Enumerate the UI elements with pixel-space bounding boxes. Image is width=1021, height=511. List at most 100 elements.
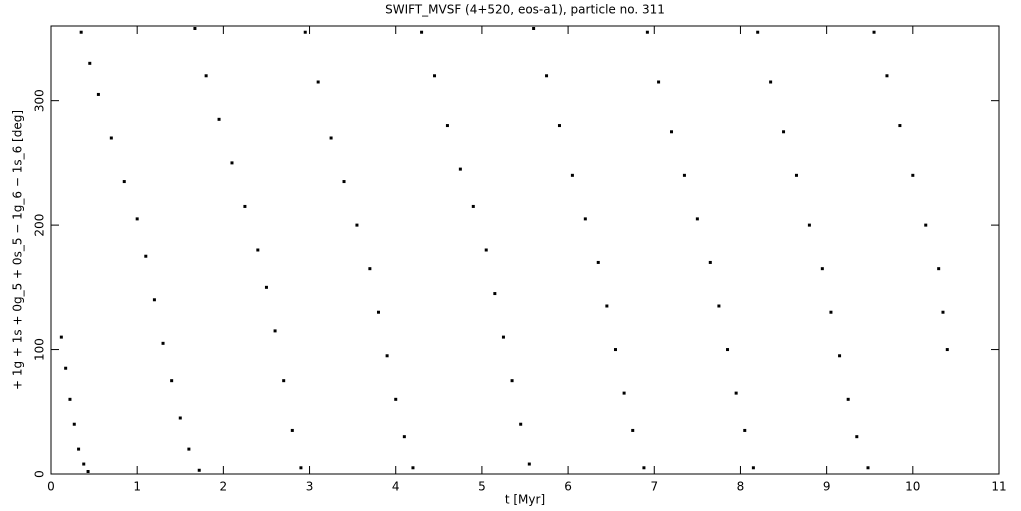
- point: [204, 74, 208, 78]
- point: [872, 30, 876, 34]
- y-tick-label: 0: [33, 470, 47, 478]
- point: [605, 304, 609, 308]
- point: [471, 204, 475, 208]
- point: [734, 391, 738, 395]
- point: [64, 366, 68, 370]
- point: [527, 462, 531, 466]
- point: [769, 80, 773, 84]
- point: [72, 422, 76, 426]
- plot-frame: [50, 25, 1000, 475]
- point: [829, 310, 833, 314]
- point: [170, 379, 174, 383]
- point: [59, 335, 63, 339]
- point: [670, 130, 674, 134]
- point: [898, 124, 902, 128]
- point: [557, 124, 561, 128]
- point: [187, 447, 191, 451]
- point: [109, 136, 113, 140]
- point: [230, 161, 234, 165]
- point: [782, 130, 786, 134]
- point: [519, 422, 523, 426]
- point: [596, 260, 600, 264]
- point: [217, 117, 221, 121]
- point: [631, 428, 635, 432]
- point: [885, 74, 889, 78]
- point: [376, 310, 380, 314]
- y-tick-label: 200: [33, 214, 47, 237]
- y-tick-label: 300: [33, 89, 47, 112]
- x-tick-label: 0: [47, 480, 55, 494]
- point: [355, 223, 359, 227]
- point: [88, 61, 92, 65]
- point: [264, 285, 268, 289]
- point: [342, 180, 346, 184]
- point: [458, 167, 462, 171]
- point: [510, 379, 514, 383]
- chart-title: SWIFT_MVSF (4+520, eos-a1), particle no.…: [385, 3, 665, 17]
- point: [135, 217, 139, 221]
- point: [420, 30, 424, 34]
- point: [583, 217, 587, 221]
- point: [152, 298, 156, 302]
- point: [68, 397, 72, 401]
- x-tick-label: 1: [133, 480, 141, 494]
- point: [756, 30, 760, 34]
- point: [613, 348, 617, 352]
- point: [838, 354, 842, 358]
- point: [708, 260, 712, 264]
- x-tick-label: 3: [306, 480, 314, 494]
- x-tick-label: 6: [564, 480, 572, 494]
- point: [385, 354, 389, 358]
- x-tick-label: 9: [823, 480, 831, 494]
- point: [243, 204, 247, 208]
- point: [807, 223, 811, 227]
- point: [411, 466, 415, 470]
- point: [695, 217, 699, 221]
- point: [303, 30, 307, 34]
- x-tick-label: 2: [220, 480, 228, 494]
- point: [682, 173, 686, 177]
- x-tick-label: 5: [478, 480, 486, 494]
- point: [197, 468, 201, 472]
- point: [794, 173, 798, 177]
- point: [290, 428, 294, 432]
- point: [911, 173, 915, 177]
- point: [866, 466, 870, 470]
- point: [79, 30, 83, 34]
- x-tick-label: 10: [905, 480, 920, 494]
- point: [751, 466, 755, 470]
- point: [501, 335, 505, 339]
- point: [96, 92, 100, 96]
- x-tick-label: 4: [392, 480, 400, 494]
- point: [445, 124, 449, 128]
- point: [937, 267, 941, 271]
- point: [726, 348, 730, 352]
- y-tick-label: 100: [33, 338, 47, 361]
- point: [855, 435, 859, 439]
- point: [570, 173, 574, 177]
- point: [402, 435, 406, 439]
- x-tick-label: 8: [737, 480, 745, 494]
- point: [941, 310, 945, 314]
- point: [144, 254, 148, 258]
- point: [924, 223, 928, 227]
- point: [717, 304, 721, 308]
- point: [193, 26, 197, 30]
- point: [622, 391, 626, 395]
- point: [316, 80, 320, 84]
- point: [484, 248, 488, 252]
- point: [493, 292, 497, 296]
- x-axis-label: t [Myr]: [505, 493, 545, 507]
- point: [394, 397, 398, 401]
- point: [82, 462, 86, 466]
- point: [161, 341, 165, 345]
- point: [256, 248, 260, 252]
- x-tick-label: 11: [991, 480, 1006, 494]
- point: [433, 74, 437, 78]
- point: [657, 80, 661, 84]
- point: [642, 466, 646, 470]
- point: [77, 447, 81, 451]
- point: [846, 397, 850, 401]
- point: [368, 267, 372, 271]
